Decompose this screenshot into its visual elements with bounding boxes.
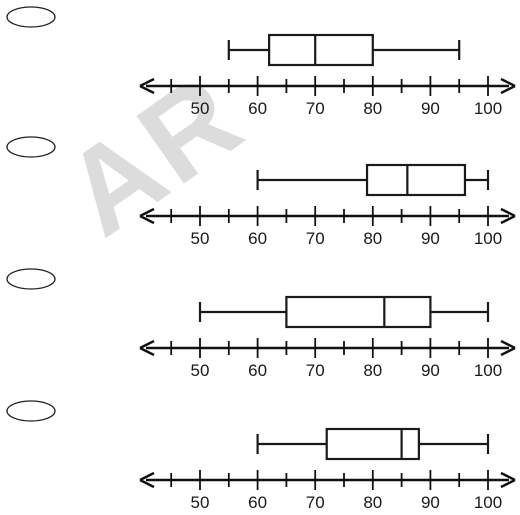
tick-label: 50 (191, 361, 210, 380)
tick-label: 80 (363, 229, 382, 248)
panel-2: 50 60 70 80 90 100 (6, 136, 516, 248)
left-arrow-icon (139, 339, 155, 357)
iqr-box (325, 427, 420, 461)
tick-label: 90 (421, 99, 440, 118)
tick-label: 70 (306, 229, 325, 248)
tick-label: 80 (363, 493, 382, 512)
tick-label: 60 (248, 361, 267, 380)
tick-label: 60 (248, 229, 267, 248)
right-arrow-icon (500, 471, 516, 489)
panel-4: 50 60 70 80 90 100 (6, 400, 516, 512)
right-arrow-icon (500, 207, 516, 225)
tick-label: 50 (191, 229, 210, 248)
tick-label: 70 (306, 361, 325, 380)
tick-label: 90 (421, 493, 440, 512)
tick-label: 90 (421, 229, 440, 248)
answer-choice-oval-3[interactable] (6, 268, 56, 290)
answer-choice-oval-4[interactable] (6, 400, 56, 422)
tick-label: 80 (363, 361, 382, 380)
tick-label: 50 (191, 493, 210, 512)
tick-label: 70 (306, 99, 325, 118)
right-arrow-icon (500, 339, 516, 357)
answer-choice-oval-1[interactable] (6, 6, 56, 28)
tick-label: 90 (421, 361, 440, 380)
iqr-box (365, 163, 467, 197)
iqr-box (285, 295, 432, 329)
iqr-box (268, 33, 374, 67)
tick-label: 50 (191, 99, 210, 118)
left-arrow-icon (139, 207, 155, 225)
tick-label: 60 (248, 493, 267, 512)
tick-label: 100 (474, 99, 502, 118)
answer-choice-oval-2[interactable] (6, 136, 56, 158)
tick-label: 60 (248, 99, 267, 118)
tick-label: 70 (306, 493, 325, 512)
panel-3: 50 60 70 80 90 100 (6, 268, 516, 380)
right-arrow-icon (500, 77, 516, 95)
tick-label: 100 (474, 361, 502, 380)
left-arrow-icon (139, 77, 155, 95)
tick-label: 80 (363, 99, 382, 118)
panel-1: 50 60 70 80 90 100 (6, 6, 516, 118)
tick-label: 100 (474, 229, 502, 248)
tick-label: 100 (474, 493, 502, 512)
left-arrow-icon (139, 471, 155, 489)
